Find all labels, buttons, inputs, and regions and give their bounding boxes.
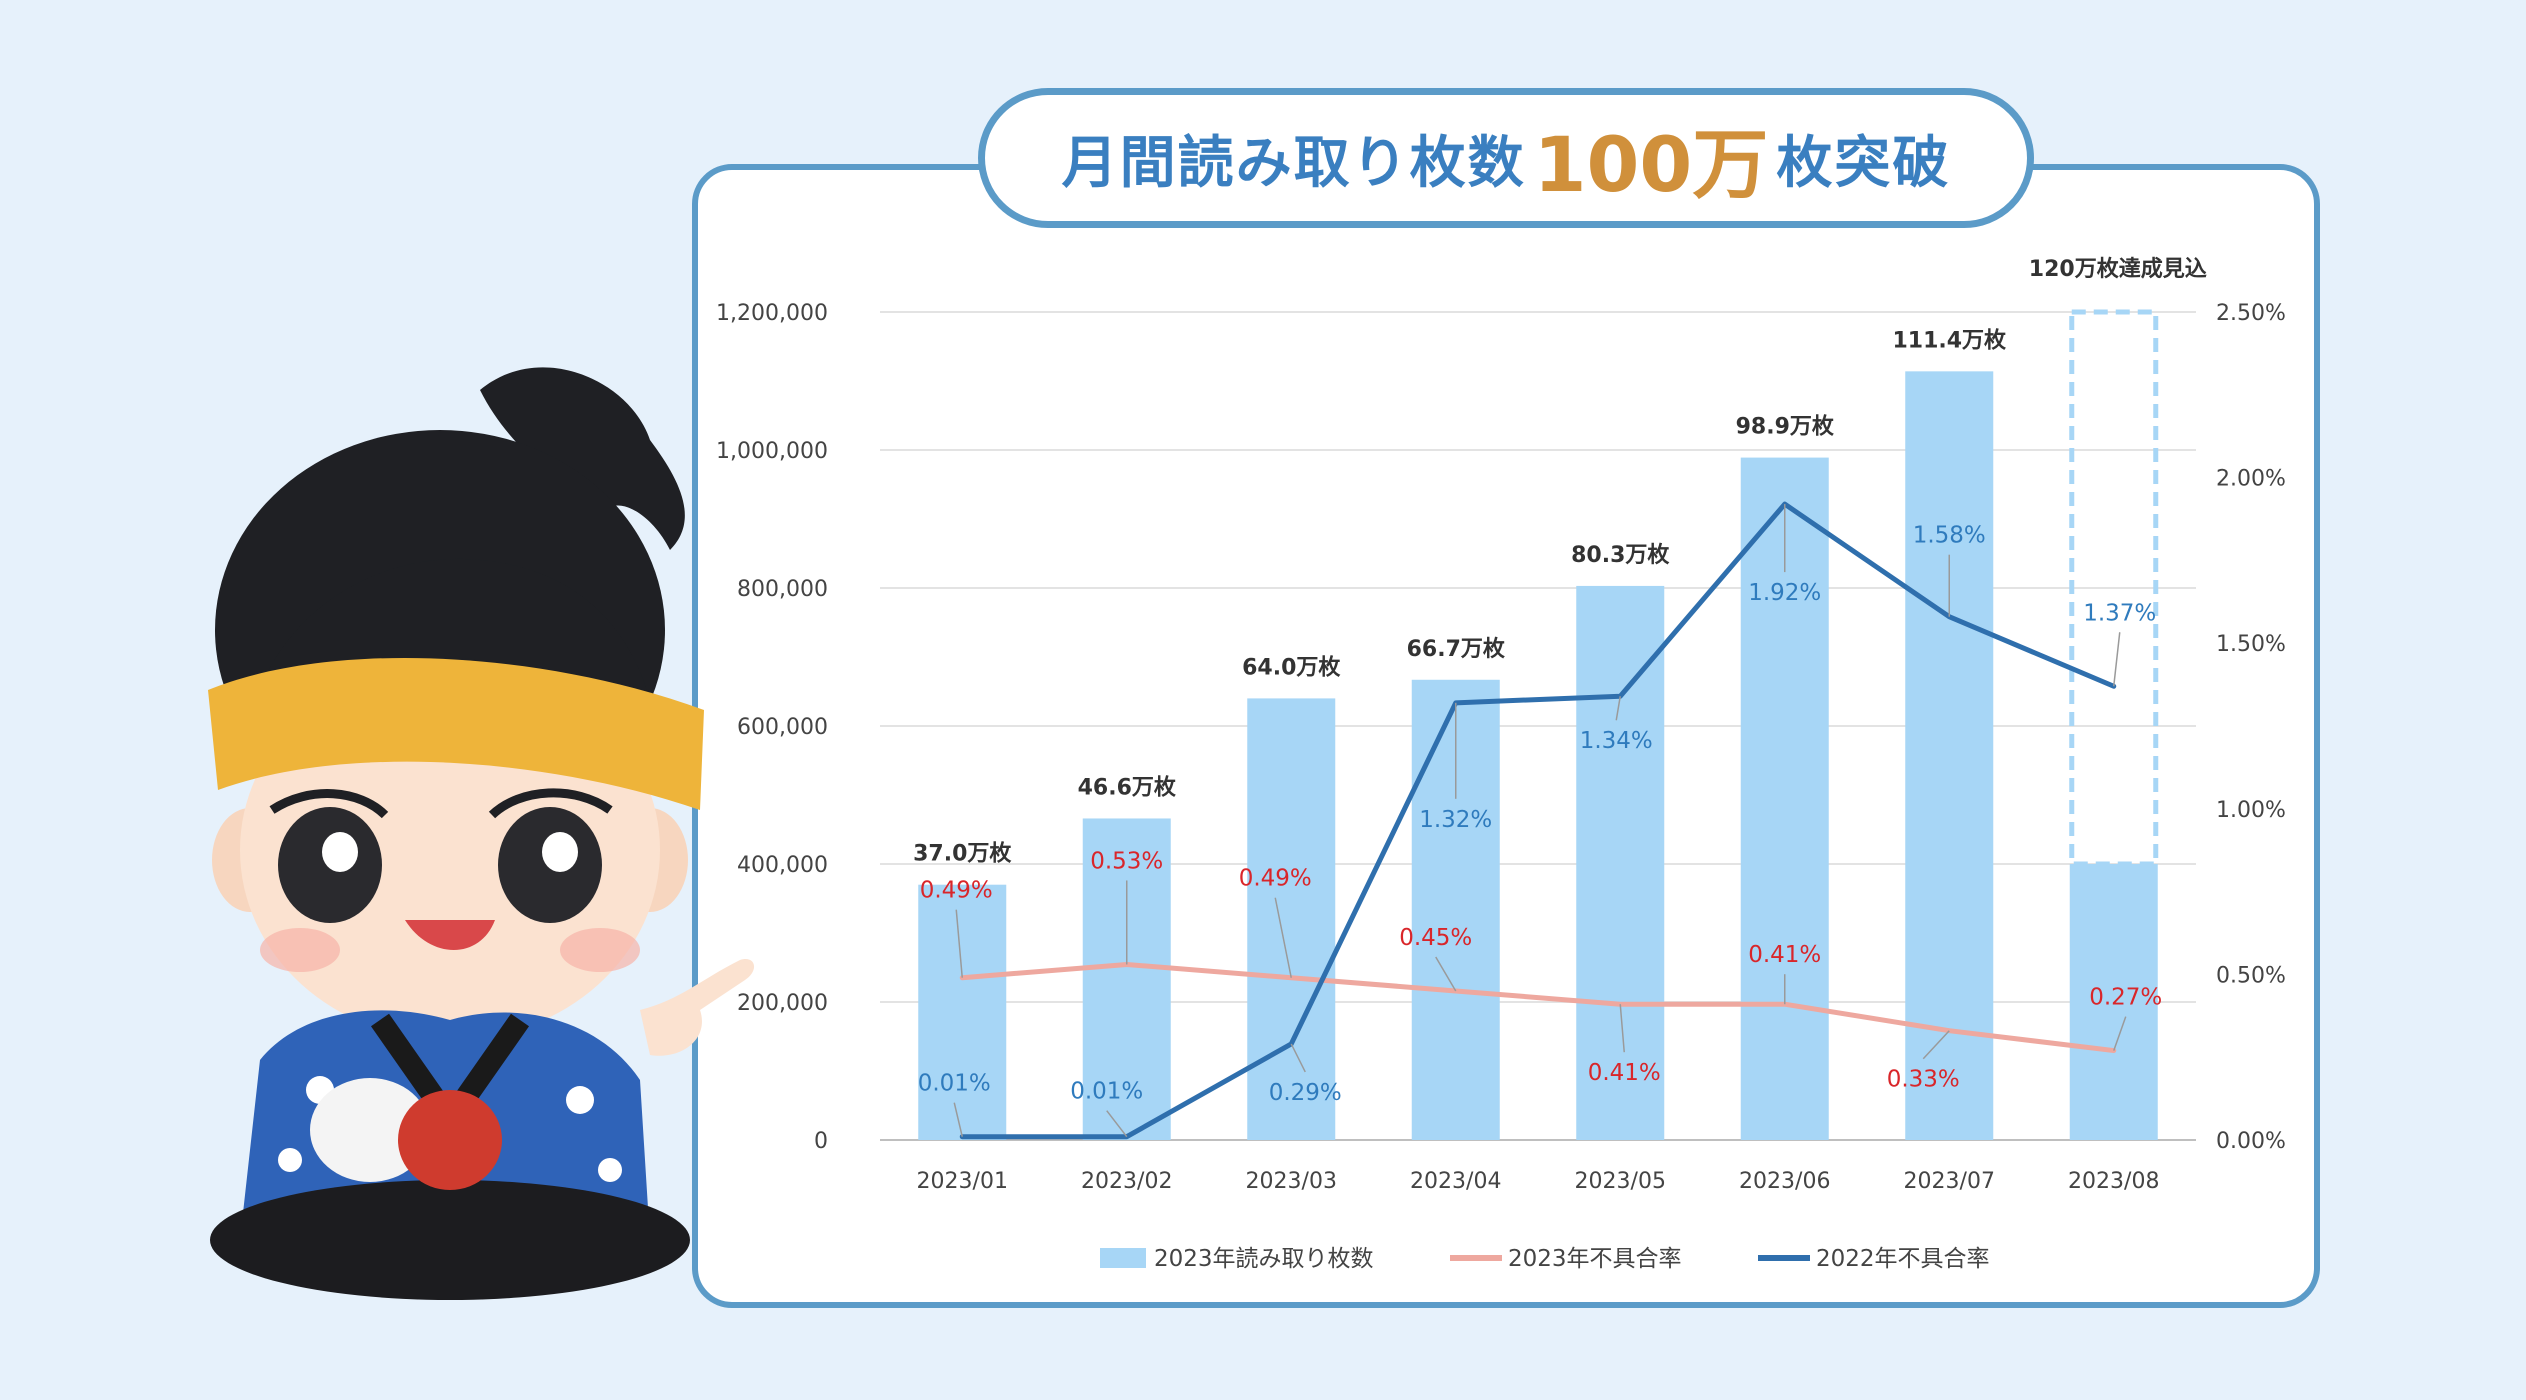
leader-line: [955, 909, 963, 978]
leader-line: [1106, 1110, 1128, 1138]
projection: [2069, 309, 2159, 867]
x-tick-label: 2023/01: [917, 1169, 1008, 1194]
rate-2022-label: 1.92%: [1748, 580, 1821, 606]
y2-tick-label: 0.00%: [2216, 1129, 2286, 1154]
gridlines: [880, 311, 2196, 1141]
bar-value-label: 111.4万枚: [1892, 327, 2006, 353]
x-tick-label: 2023/04: [1410, 1169, 1501, 1194]
leader-lines: [953, 504, 2127, 1138]
series-line: [959, 501, 2117, 1140]
samurai-mascot-icon: [208, 367, 755, 1300]
bar-value-label: 98.9万枚: [1736, 414, 1834, 440]
y-tick-label: 200,000: [737, 991, 828, 1016]
rate-2023-label: 0.41%: [1748, 942, 1821, 968]
rate-2023-label: 0.41%: [1588, 1060, 1661, 1086]
y2-tick-label: 0.50%: [2216, 963, 2286, 988]
bar: [918, 884, 1007, 1140]
y-tick-label: 400,000: [737, 853, 828, 878]
rate-2022-label: 0.01%: [918, 1071, 991, 1097]
y2-tick-label: 2.50%: [2216, 301, 2286, 326]
leader-line: [1435, 956, 1457, 992]
leader-line: [1290, 1043, 1306, 1073]
axes: 0 200,000 400,000 600,000 800,000 1,000,000 1,…: [716, 301, 2286, 1194]
leader-line: [1274, 897, 1292, 978]
bar: [1905, 371, 1994, 1141]
leader-line: [1922, 1030, 1950, 1060]
y-tick-label: 1,000,000: [716, 439, 828, 464]
y-tick-label: 1,200,000: [716, 301, 828, 326]
bar: [1576, 585, 1665, 1140]
rate-2023-label: 0.49%: [920, 878, 993, 904]
leader-line: [1615, 696, 1621, 721]
projection-box: [2069, 309, 2159, 867]
labels: 37.0万枚 46.6万枚 64.0万枚 66.7万枚 80.3万枚 98.9万枚 111.…: [913, 256, 2207, 1106]
legend-label: 2023年不具合率: [1508, 1246, 1682, 1272]
leader-line: [2113, 632, 2121, 687]
y2-tick-label: 1.50%: [2216, 632, 2286, 657]
rate-2023-label: 0.27%: [2089, 985, 2162, 1011]
projection-label: 120万枚達成見込: [2029, 256, 2207, 282]
bar: [1247, 698, 1336, 1140]
rate-2022-label: 0.29%: [1269, 1080, 1342, 1106]
rate-2022-label: 1.37%: [2083, 600, 2156, 626]
leader-line: [2113, 1016, 2127, 1051]
bar: [2069, 864, 2158, 1140]
bar-value-label: 66.7万枚: [1407, 636, 1505, 662]
bar-value-label: 80.3万枚: [1571, 542, 1669, 568]
title-highlight: 100万: [1533, 120, 1769, 209]
rate-2022-label: 0.01%: [1070, 1079, 1143, 1105]
bar-value-label: 37.0万枚: [913, 841, 1011, 867]
y2-tick-label: 1.00%: [2216, 798, 2286, 823]
x-tick-label: 2023/08: [2068, 1169, 2159, 1194]
rate-2022-label: 1.58%: [1913, 523, 1986, 549]
x-tick-label: 2023/02: [1081, 1169, 1172, 1194]
rate-2022-label: 1.34%: [1580, 728, 1653, 754]
bar-value-label: 64.0万枚: [1242, 654, 1340, 680]
lines: [959, 501, 2117, 1140]
y-tick-label: 600,000: [737, 715, 828, 740]
y-tick-label: 800,000: [737, 577, 828, 602]
x-tick-label: 2023/05: [1575, 1169, 1666, 1194]
x-tick-label: 2023/07: [1904, 1169, 1995, 1194]
leader-line: [953, 1102, 963, 1137]
rate-2023-label: 0.45%: [1399, 925, 1472, 951]
legend-label: 2022年不具合率: [1816, 1246, 1990, 1272]
title-banner: 月間読み取り枚数 100万 枚突破: [978, 88, 2034, 228]
series-line: [959, 961, 2117, 1054]
x-tick-label: 2023/03: [1246, 1169, 1337, 1194]
bar-value-label: 46.6万枚: [1078, 774, 1176, 800]
title-prefix: 月間読み取り枚数: [1061, 130, 1526, 196]
legend-label: 2023年読み取り枚数: [1154, 1246, 1374, 1272]
y-tick-label: 0: [814, 1129, 828, 1154]
x-tick-label: 2023/06: [1739, 1169, 1830, 1194]
legend-swatch: [1100, 1248, 1146, 1268]
rate-2023-label: 0.53%: [1090, 848, 1163, 874]
legend: 2023年読み取り枚数 2023年不具合率 2022年不具合率: [1100, 1246, 1990, 1272]
rate-2023-label: 0.49%: [1239, 866, 1312, 892]
title-suffix: 枚突破: [1776, 130, 1951, 196]
rate-2023-label: 0.33%: [1887, 1067, 1960, 1093]
rate-2022-label: 1.32%: [1419, 807, 1492, 833]
bar: [1082, 818, 1171, 1140]
y2-tick-label: 2.00%: [2216, 467, 2286, 492]
leader-line: [1619, 1004, 1625, 1053]
bars: [918, 371, 2158, 1141]
